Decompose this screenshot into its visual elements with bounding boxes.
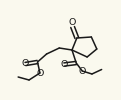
Text: O: O [79, 66, 86, 76]
Text: O: O [69, 18, 76, 27]
Text: O: O [60, 60, 68, 69]
Text: O: O [22, 60, 29, 68]
Text: O: O [36, 68, 44, 78]
